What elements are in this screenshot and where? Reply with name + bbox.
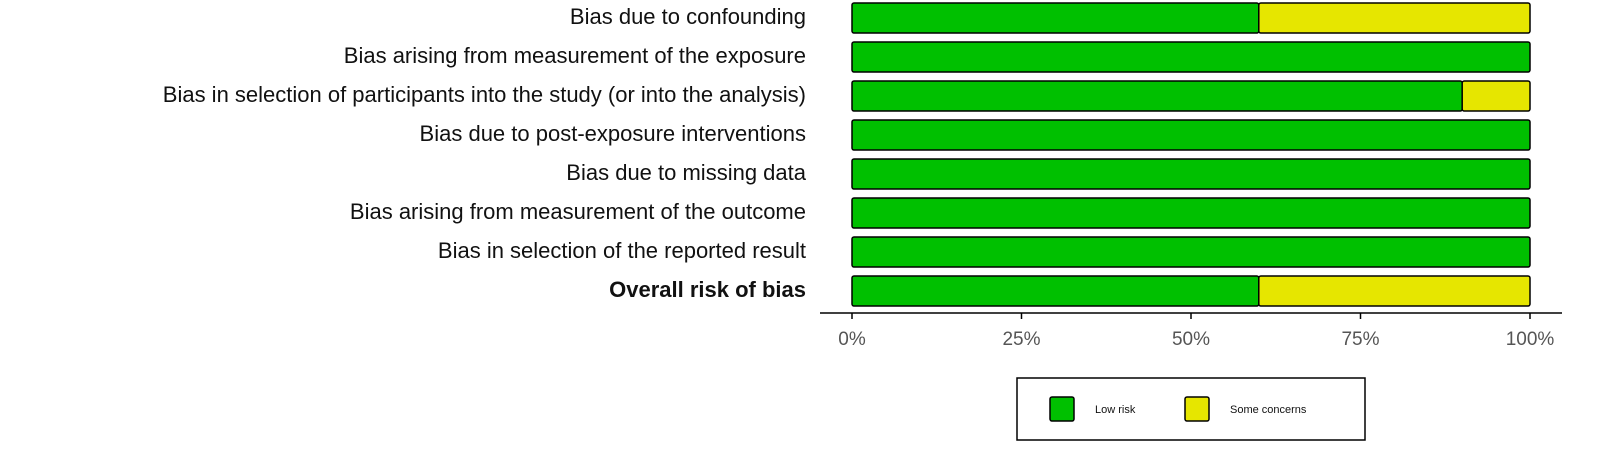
bar-segment bbox=[851, 41, 1531, 73]
bar-segment bbox=[1461, 80, 1531, 112]
category-label: Bias in selection of the reported result bbox=[438, 238, 806, 263]
bar-segment bbox=[851, 236, 1531, 268]
bar-segment bbox=[851, 80, 1463, 112]
bar-segment bbox=[851, 197, 1531, 229]
x-tick-label: 75% bbox=[1341, 329, 1379, 350]
bar-segment bbox=[851, 2, 1260, 34]
bar-segment bbox=[1258, 275, 1531, 307]
category-label: Bias arising from measurement of the exp… bbox=[344, 43, 806, 68]
x-tick-label: 25% bbox=[1002, 329, 1040, 350]
bar-segment bbox=[851, 158, 1531, 190]
category-label: Bias due to post-exposure interventions bbox=[420, 121, 806, 146]
bar-segment bbox=[851, 275, 1260, 307]
category-label: Overall risk of bias bbox=[609, 277, 806, 302]
legend-box bbox=[1016, 377, 1366, 441]
bar-segment bbox=[851, 119, 1531, 151]
legend-label: Some concerns bbox=[1230, 404, 1307, 416]
legend-swatch bbox=[1049, 396, 1075, 422]
category-label: Bias due to missing data bbox=[566, 160, 806, 185]
legend-label: Low risk bbox=[1095, 404, 1136, 416]
x-tick-label: 0% bbox=[838, 329, 866, 350]
category-label: Bias arising from measurement of the out… bbox=[350, 199, 806, 224]
legend-swatch bbox=[1184, 396, 1210, 422]
x-tick-label: 100% bbox=[1506, 329, 1555, 350]
x-tick-label: 50% bbox=[1172, 329, 1210, 350]
bar-segment bbox=[1258, 2, 1531, 34]
category-label: Bias in selection of participants into t… bbox=[163, 82, 806, 107]
category-label: Bias due to confounding bbox=[570, 4, 806, 29]
